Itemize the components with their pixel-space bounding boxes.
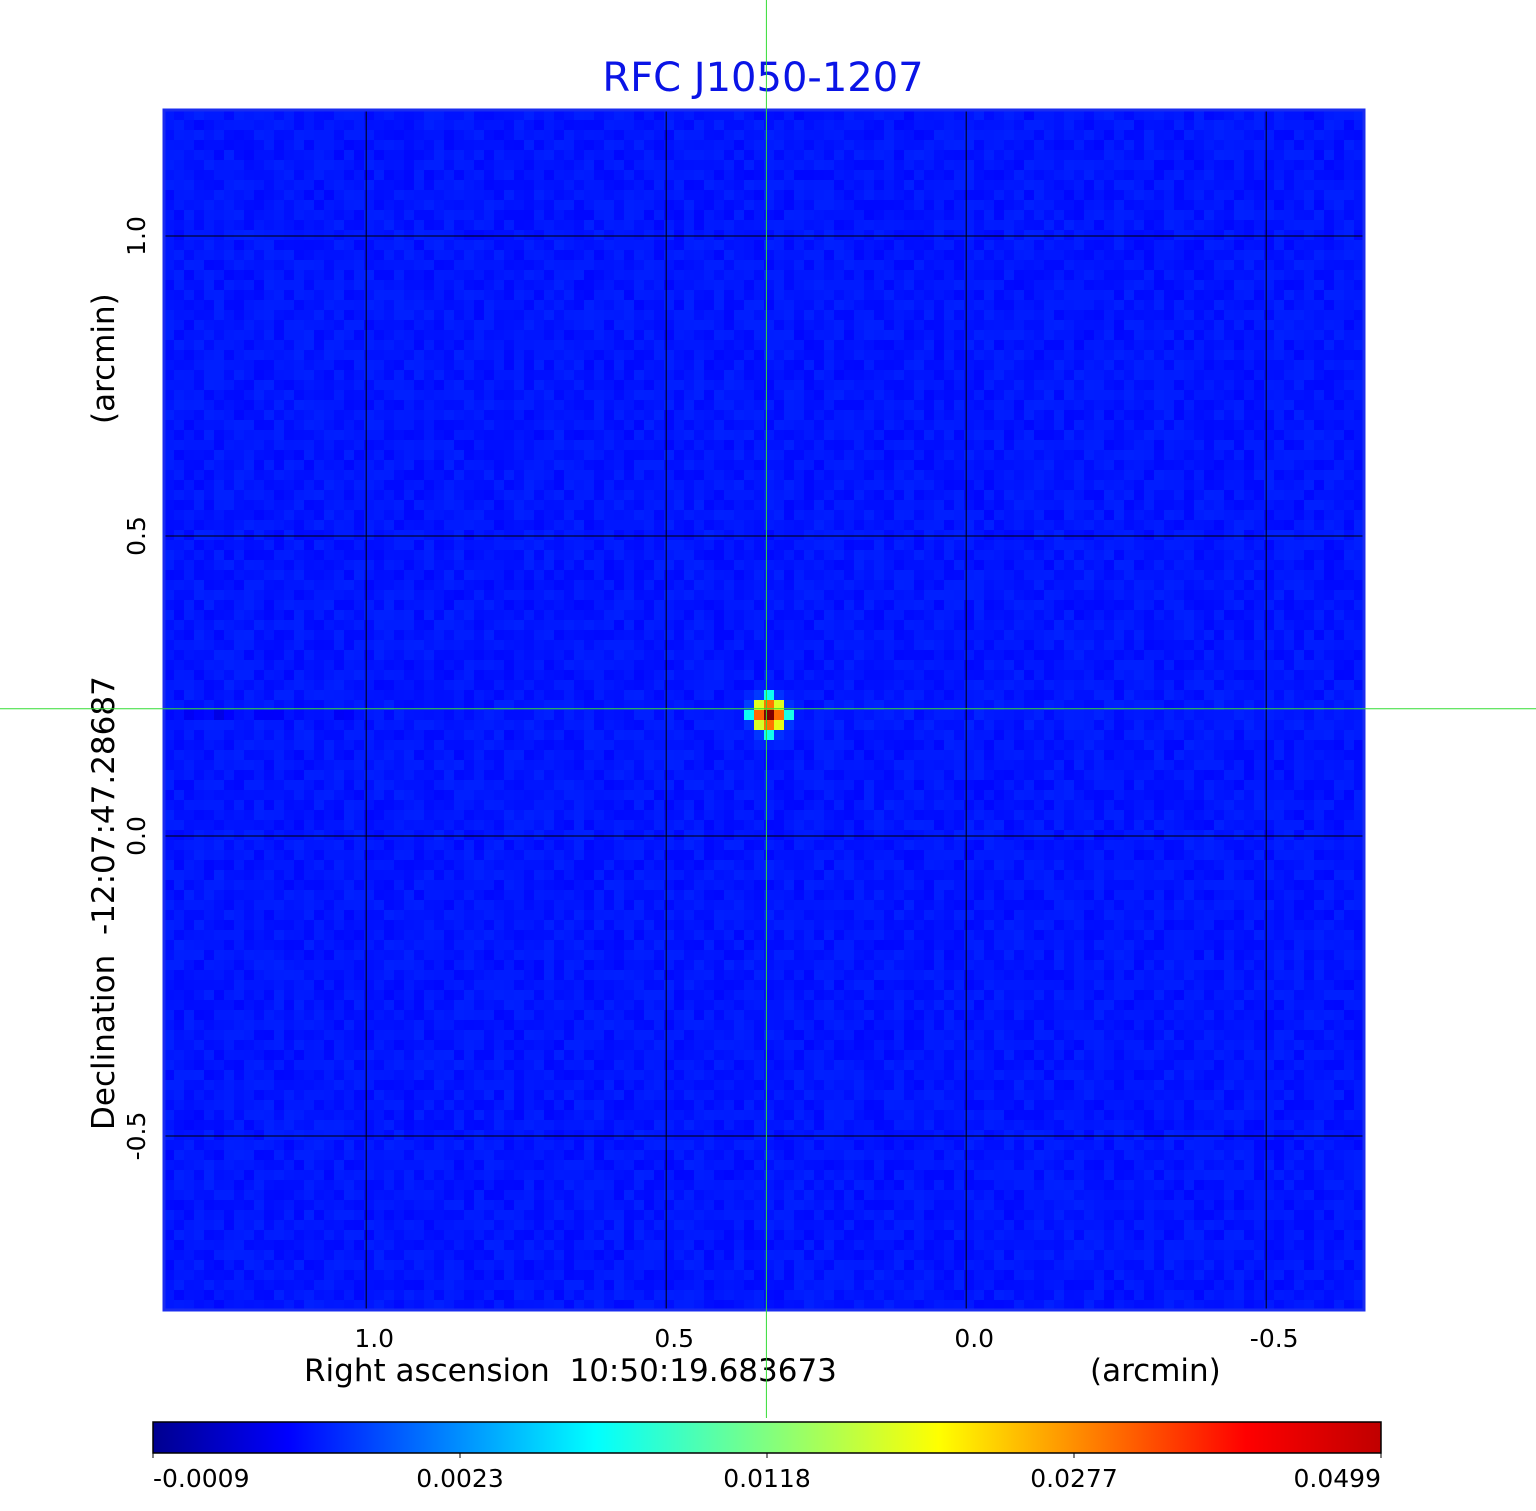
y-tick-label: 1.0 xyxy=(122,216,151,256)
y-tick-label: 0.0 xyxy=(122,816,151,856)
plot-frame xyxy=(162,108,1366,1312)
intensity-map xyxy=(164,110,1364,1310)
colorbar xyxy=(152,1421,1382,1454)
colorbar-tick-label: 0.0499 xyxy=(1294,1464,1381,1493)
x-tick-label: 0.0 xyxy=(954,1324,994,1353)
y-axis-unit: (arcmin) xyxy=(86,293,122,424)
y-tick-labels: 1.0 0.5 0.0 -0.5 xyxy=(122,216,151,1160)
colorbar-tick-label: 0.0277 xyxy=(1030,1464,1117,1493)
x-tick-label: 1.0 xyxy=(354,1324,394,1353)
x-tick-labels: 1.0 0.5 0.0 -0.5 xyxy=(354,1324,1298,1353)
colorbar-ticks: -0.0009 0.0023 0.0118 0.0277 0.0499 xyxy=(152,1453,1382,1493)
colorbar-tick-label: 0.0118 xyxy=(723,1464,810,1493)
crosshair xyxy=(0,0,1536,1418)
colorbar-tick-label: 0.0023 xyxy=(416,1464,503,1493)
grid-lines xyxy=(164,110,1364,1310)
colorbar-tick-label: -0.0009 xyxy=(153,1464,250,1493)
x-axis-unit: (arcmin) xyxy=(1090,1353,1221,1389)
y-axis-label: Declination -12:07:47.28687 xyxy=(86,676,122,1130)
x-tick-label: -0.5 xyxy=(1250,1324,1299,1353)
y-tick-label: 0.5 xyxy=(122,516,151,556)
x-tick-label: 0.5 xyxy=(654,1324,694,1353)
y-tick-label: -0.5 xyxy=(122,1112,151,1161)
x-axis-label: Right ascension 10:50:19.683673 xyxy=(304,1353,837,1389)
chart-title: RFC J1050-1207 xyxy=(602,55,923,101)
